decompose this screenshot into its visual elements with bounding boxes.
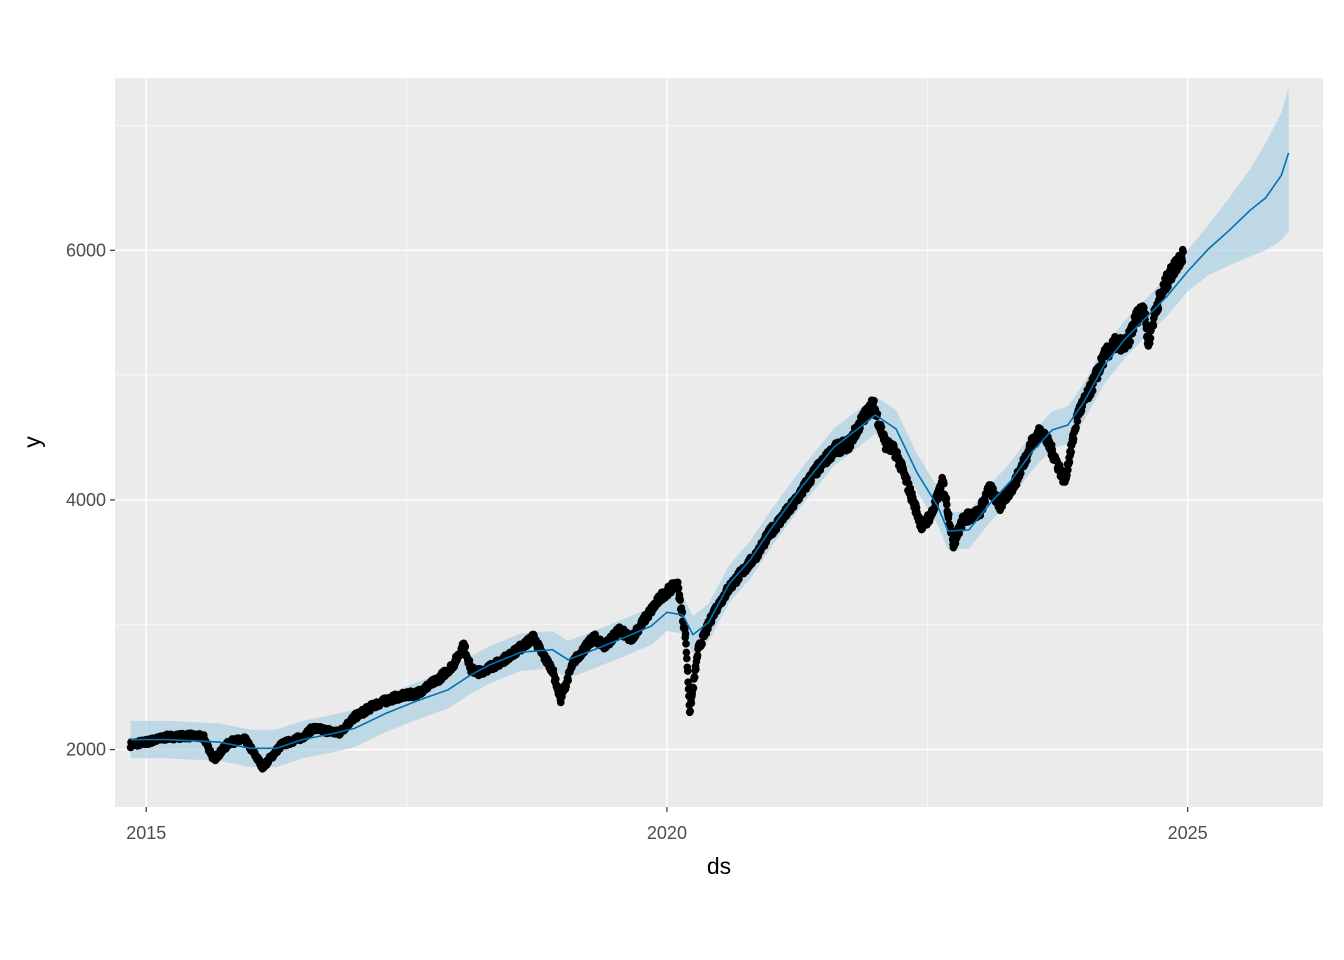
observed-point [1140, 303, 1148, 312]
observed-point [943, 500, 951, 509]
observed-point [940, 479, 948, 488]
observed-point [674, 584, 683, 592]
y-axis-title: y [19, 436, 45, 448]
observed-point [1149, 322, 1158, 330]
observed-point [564, 676, 572, 685]
observed-point [1072, 423, 1080, 432]
observed-point [1146, 334, 1155, 343]
x-axis-title: ds [707, 853, 731, 879]
observed-point [870, 397, 878, 405]
observed-point [461, 642, 470, 651]
observed-point [686, 707, 694, 715]
x-axis-ticks: 2015 2020 2025 [126, 807, 1208, 843]
forecast-line [130, 152, 1290, 750]
observed-point [698, 640, 706, 648]
plot-panel [115, 78, 1323, 807]
x-tick-label: 2025 [1168, 823, 1208, 843]
observed-point [1069, 435, 1078, 443]
observed-point [1073, 417, 1082, 426]
x-tick-label: 2015 [126, 823, 166, 843]
observed-point [1017, 469, 1025, 478]
observed-point [682, 640, 690, 648]
observed-point [945, 510, 953, 519]
observed-point [1178, 258, 1187, 266]
observed-point [674, 578, 682, 587]
x-tick-label: 2020 [647, 823, 687, 843]
observed-point [1065, 458, 1074, 466]
observed-point [465, 656, 474, 665]
y-tick-label: 6000 [66, 240, 106, 260]
observed-point [676, 596, 684, 604]
observed-point [683, 654, 691, 663]
observed-points [126, 245, 1187, 773]
observed-point [1179, 247, 1187, 256]
observed-point [681, 629, 690, 638]
observed-point [735, 575, 743, 584]
observed-point [690, 673, 699, 682]
observed-point [877, 423, 886, 431]
observed-point [683, 667, 692, 675]
observed-point [1067, 448, 1075, 456]
observed-point [684, 678, 692, 686]
major-gridlines [115, 78, 1323, 807]
minor-gridlines [115, 78, 1323, 807]
y-tick-label: 2000 [66, 740, 106, 760]
observed-point [693, 651, 702, 660]
y-axis-ticks: 2000 4000 6000 [66, 240, 115, 760]
observed-point [1141, 310, 1150, 318]
y-tick-label: 4000 [66, 490, 106, 510]
observed-point [1126, 337, 1135, 346]
observed-point [942, 494, 951, 503]
observed-point [981, 498, 989, 506]
observed-point [682, 648, 691, 657]
observed-point [692, 665, 700, 674]
observed-point [687, 699, 696, 707]
observed-point [689, 684, 698, 692]
observed-point [552, 675, 560, 683]
